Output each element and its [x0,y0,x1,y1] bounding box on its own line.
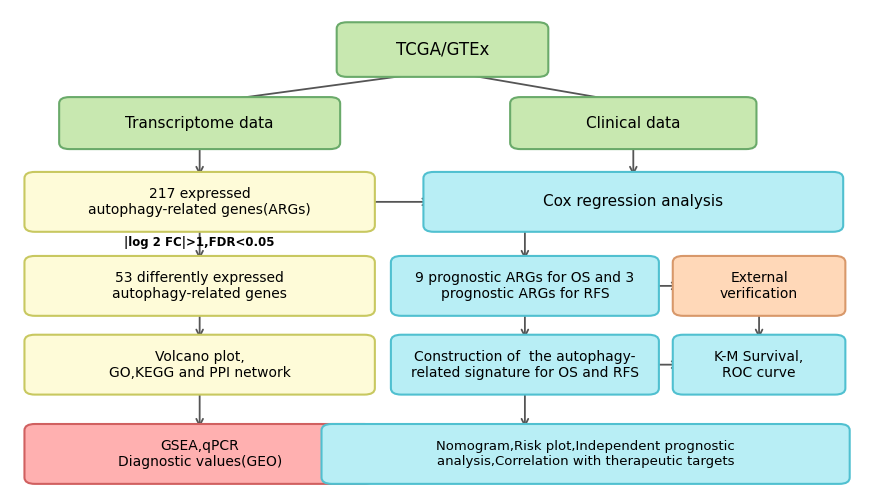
Text: Construction of  the autophagy-
related signature for OS and RFS: Construction of the autophagy- related s… [411,350,639,380]
Text: Nomogram,Risk plot,Independent prognostic
analysis,Correlation with therapeutic : Nomogram,Risk plot,Independent prognosti… [436,440,735,468]
FancyBboxPatch shape [510,97,757,149]
FancyBboxPatch shape [25,424,375,484]
Text: 217 expressed
autophagy-related genes(ARGs): 217 expressed autophagy-related genes(AR… [88,187,311,217]
FancyBboxPatch shape [59,97,340,149]
FancyBboxPatch shape [25,256,375,316]
Text: Cox regression analysis: Cox regression analysis [543,194,723,210]
Text: External
verification: External verification [720,271,798,301]
Text: TCGA/GTEx: TCGA/GTEx [396,40,489,59]
Text: Clinical data: Clinical data [586,115,681,131]
Text: 9 prognostic ARGs for OS and 3
prognostic ARGs for RFS: 9 prognostic ARGs for OS and 3 prognosti… [415,271,635,301]
FancyBboxPatch shape [673,256,845,316]
Text: Volcano plot,
GO,KEGG and PPI network: Volcano plot, GO,KEGG and PPI network [109,350,290,380]
FancyBboxPatch shape [423,172,843,232]
FancyBboxPatch shape [391,335,659,394]
FancyBboxPatch shape [25,335,375,394]
FancyBboxPatch shape [25,172,375,232]
FancyBboxPatch shape [321,424,850,484]
FancyBboxPatch shape [391,256,659,316]
FancyBboxPatch shape [673,335,845,394]
Text: GSEA,qPCR
Diagnostic values(GEO): GSEA,qPCR Diagnostic values(GEO) [118,439,281,469]
Text: |log 2 FC|>1,FDR<0.05: |log 2 FC|>1,FDR<0.05 [125,236,275,249]
Text: 53 differently expressed
autophagy-related genes: 53 differently expressed autophagy-relat… [112,271,287,301]
Text: K-M Survival,
ROC curve: K-M Survival, ROC curve [714,350,804,380]
FancyBboxPatch shape [336,22,549,77]
Text: Transcriptome data: Transcriptome data [126,115,273,131]
